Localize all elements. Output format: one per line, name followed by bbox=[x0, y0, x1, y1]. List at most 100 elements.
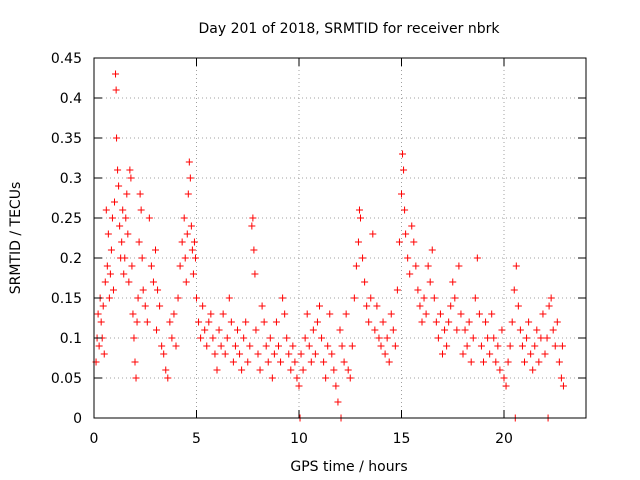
data-point bbox=[504, 358, 512, 366]
data-point bbox=[451, 294, 459, 302]
data-point bbox=[373, 302, 381, 310]
data-point bbox=[332, 382, 340, 390]
data-point bbox=[408, 222, 416, 230]
data-point bbox=[287, 366, 295, 374]
data-point bbox=[166, 318, 174, 326]
data-point bbox=[354, 238, 362, 246]
data-point bbox=[180, 214, 188, 222]
data-point bbox=[149, 278, 157, 286]
data-point bbox=[209, 334, 217, 342]
data-point bbox=[467, 358, 475, 366]
data-point bbox=[494, 342, 502, 350]
data-point bbox=[531, 342, 539, 350]
data-point bbox=[168, 334, 176, 342]
data-point bbox=[283, 334, 291, 342]
data-point bbox=[251, 270, 259, 278]
data-point bbox=[399, 150, 407, 158]
y-tick-label: 0.25 bbox=[51, 211, 82, 227]
data-point bbox=[510, 286, 518, 294]
data-point bbox=[193, 294, 200, 302]
axis-ticks: 0 0.05 0.1 0.15 0.2 0.25 0.3 0.35 0.4 0.45 0 5 10 15 2… bbox=[51, 51, 586, 447]
data-point bbox=[537, 334, 545, 342]
data-point bbox=[225, 294, 233, 302]
data-point bbox=[496, 366, 504, 374]
x-tick-label: 20 bbox=[495, 431, 513, 447]
data-point bbox=[420, 294, 428, 302]
data-point bbox=[426, 278, 434, 286]
data-point bbox=[543, 334, 551, 342]
data-point bbox=[94, 310, 102, 318]
data-point bbox=[449, 278, 457, 286]
data-point bbox=[498, 326, 506, 334]
data-point bbox=[268, 374, 276, 382]
data-point bbox=[518, 342, 526, 350]
data-point bbox=[363, 302, 371, 310]
data-point bbox=[186, 174, 194, 182]
data-point bbox=[147, 262, 155, 270]
data-point bbox=[114, 166, 122, 174]
data-point bbox=[422, 310, 430, 318]
data-point bbox=[197, 334, 205, 342]
y-tick-label: 0.05 bbox=[51, 371, 82, 387]
data-point bbox=[135, 238, 143, 246]
data-point bbox=[97, 318, 105, 326]
data-point bbox=[244, 358, 252, 366]
data-point bbox=[533, 326, 541, 334]
data-point bbox=[324, 342, 332, 350]
data-point bbox=[164, 374, 172, 382]
data-point bbox=[559, 382, 567, 390]
data-point bbox=[457, 310, 465, 318]
data-point bbox=[307, 358, 315, 366]
data-point bbox=[95, 342, 103, 350]
data-point bbox=[344, 366, 352, 374]
data-point bbox=[172, 342, 180, 350]
data-point bbox=[246, 342, 254, 350]
data-point bbox=[111, 198, 118, 206]
data-point bbox=[199, 302, 207, 310]
data-point bbox=[264, 358, 272, 366]
data-point bbox=[371, 326, 379, 334]
data-point bbox=[119, 206, 127, 214]
data-point bbox=[137, 206, 145, 214]
data-point bbox=[160, 350, 168, 358]
data-point bbox=[275, 342, 282, 350]
y-tick-label: 0.3 bbox=[60, 171, 82, 187]
data-point bbox=[272, 318, 280, 326]
data-point bbox=[424, 262, 432, 270]
data-point bbox=[285, 350, 293, 358]
data-point bbox=[162, 366, 170, 374]
data-point bbox=[492, 358, 500, 366]
chart-title: Day 201 of 2018, SRMTID for receiver nbr… bbox=[198, 21, 500, 37]
data-point bbox=[103, 262, 111, 270]
data-point bbox=[295, 382, 303, 390]
data-point bbox=[387, 310, 395, 318]
data-point bbox=[475, 310, 483, 318]
y-axis-label: SRMTID / TECUs bbox=[8, 182, 24, 295]
data-point bbox=[100, 350, 108, 358]
data-point bbox=[203, 342, 211, 350]
data-point bbox=[133, 318, 141, 326]
data-point bbox=[395, 238, 403, 246]
data-point bbox=[183, 230, 191, 238]
data-point bbox=[393, 286, 401, 294]
data-point bbox=[242, 318, 250, 326]
data-point bbox=[453, 326, 461, 334]
data-point bbox=[455, 262, 463, 270]
data-point bbox=[252, 326, 260, 334]
data-point bbox=[185, 158, 193, 166]
data-point bbox=[512, 262, 520, 270]
data-point bbox=[123, 190, 131, 198]
data-point bbox=[256, 366, 264, 374]
data-point bbox=[463, 342, 471, 350]
data-point bbox=[213, 366, 221, 374]
data-point bbox=[432, 318, 440, 326]
data-point bbox=[557, 374, 565, 382]
data-point bbox=[270, 350, 278, 358]
data-point bbox=[262, 342, 270, 350]
data-point bbox=[549, 326, 557, 334]
data-point bbox=[500, 374, 508, 382]
data-point bbox=[153, 326, 161, 334]
y-tick-label: 0.35 bbox=[51, 131, 82, 147]
data-point bbox=[190, 238, 198, 246]
data-point bbox=[412, 262, 420, 270]
